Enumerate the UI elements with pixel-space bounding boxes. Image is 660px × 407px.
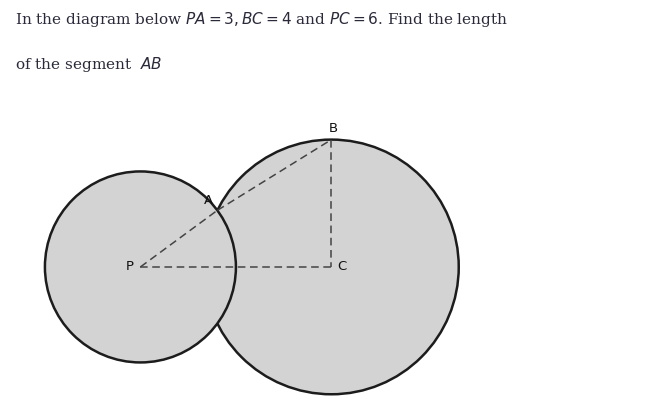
Text: A: A bbox=[203, 194, 213, 207]
Text: In the diagram below $PA = 3, BC = 4$ and $PC = 6$. Find the length: In the diagram below $PA = 3, BC = 4$ an… bbox=[15, 10, 508, 29]
Circle shape bbox=[204, 140, 459, 394]
Text: B: B bbox=[329, 123, 337, 136]
Circle shape bbox=[45, 171, 236, 363]
Text: C: C bbox=[337, 260, 346, 274]
Text: P: P bbox=[126, 260, 134, 274]
Text: of the segment  $AB$: of the segment $AB$ bbox=[15, 55, 162, 74]
